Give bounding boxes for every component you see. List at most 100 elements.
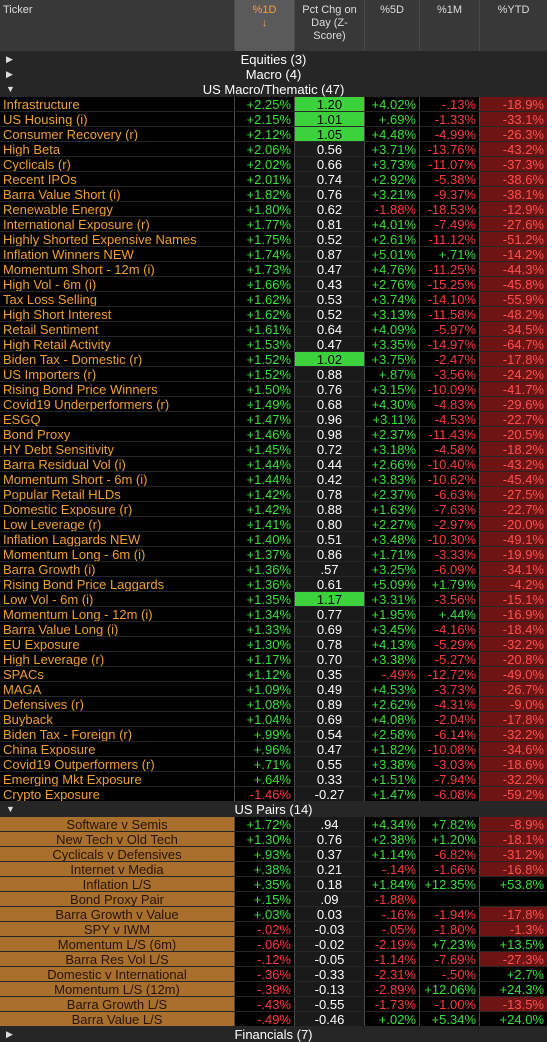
ticker-row[interactable]: EU Exposure +1.30% 0.78 +4.13% -5.29% -32.2% bbox=[0, 637, 547, 652]
ticker-row[interactable]: US Housing (i) +2.15% 1.01 +.69% -1.33% -33.1… bbox=[0, 112, 547, 127]
ticker-row[interactable]: Software v Semis +1.72% .94 +4.34% +7.82% -8.… bbox=[0, 817, 547, 832]
group-row[interactable]: ▶ Macro (4) bbox=[0, 67, 547, 82]
ticker-row[interactable]: Infrastructure +2.25% 1.20 +4.02% -.13% -18.9… bbox=[0, 97, 547, 112]
ticker: Domestic v International bbox=[0, 967, 235, 981]
ticker-row[interactable]: Recent IPOs +2.01% 0.74 +2.92% -5.38% -38.6% bbox=[0, 172, 547, 187]
pct-1d: +1.73% bbox=[235, 262, 295, 276]
ticker-row[interactable]: Rising Bond Price Laggards +1.36% 0.61 +5.0… bbox=[0, 577, 547, 592]
col-header[interactable]: %5D bbox=[365, 0, 420, 51]
pct-1m: -6.63% bbox=[420, 487, 480, 501]
ticker-row[interactable]: Renewable Energy +1.80% 0.62 -1.88% -18.53% -… bbox=[0, 202, 547, 217]
ticker-row[interactable]: HY Debt Sensitivity +1.45% 0.72 +3.18% -4.58… bbox=[0, 442, 547, 457]
ticker-row[interactable]: Cyclicals (r) +2.02% 0.66 +3.73% -11.07% -37.… bbox=[0, 157, 547, 172]
group-row[interactable]: ▼ US Macro/Thematic (47) bbox=[0, 82, 547, 97]
expand-toggle[interactable]: ▼ bbox=[6, 84, 15, 94]
ticker-row[interactable]: New Tech v Old Tech +1.30% 0.76 +2.38% +1.20… bbox=[0, 832, 547, 847]
ticker: Momentum Long - 6m (i) bbox=[0, 547, 235, 561]
pct-5d: +2.76% bbox=[365, 277, 420, 291]
expand-toggle[interactable]: ▶ bbox=[6, 54, 13, 64]
ticker-row[interactable]: Low Leverage (r) +1.41% 0.80 +2.27% -2.97% -2… bbox=[0, 517, 547, 532]
ticker-row[interactable]: Biden Tax - Foreign (r) +.99% 0.54 +2.58% -6… bbox=[0, 727, 547, 742]
ticker-row[interactable]: Crypto Exposure -1.46% -0.27 +1.47% -6.08% -5… bbox=[0, 787, 547, 802]
ticker-row[interactable]: Momentum Long - 6m (i) +1.37% 0.86 +1.71% -3… bbox=[0, 547, 547, 562]
ticker-row[interactable]: Tax Loss Selling +1.62% 0.53 +3.74% -14.10% -… bbox=[0, 292, 547, 307]
pct-5d: +3.15% bbox=[365, 382, 420, 396]
ticker-row[interactable]: Momentum Long - 12m (i) +1.34% 0.77 +1.95% +… bbox=[0, 607, 547, 622]
ticker-row[interactable]: Cyclicals v Defensives +.93% 0.37 +1.14% -6.… bbox=[0, 847, 547, 862]
ticker-row[interactable]: Barra Residual Vol (i) +1.44% 0.44 +2.66% -1… bbox=[0, 457, 547, 472]
ticker-row[interactable]: Buyback +1.04% 0.69 +4.08% -2.04% -17.8% bbox=[0, 712, 547, 727]
ticker-row[interactable]: Barra Value L/S -.49% -0.46 +.02% +5.34% +24.… bbox=[0, 1012, 547, 1027]
ticker-row[interactable]: Bond Proxy +1.46% 0.98 +2.37% -11.43% -20.5% bbox=[0, 427, 547, 442]
ticker-row[interactable]: MAGA +1.09% 0.49 +4.53% -3.73% -26.7% bbox=[0, 682, 547, 697]
z-score: 0.66 bbox=[295, 157, 365, 171]
ticker-row[interactable]: SPACs +1.12% 0.35 -.49% -12.72% -49.0% bbox=[0, 667, 547, 682]
col-header[interactable]: %1M bbox=[420, 0, 480, 51]
pct-5d: +3.21% bbox=[365, 187, 420, 201]
col-header[interactable]: %1D ↓ bbox=[235, 0, 295, 51]
pct-ytd: -27.5% bbox=[480, 487, 547, 501]
pct-5d: -1.88% bbox=[365, 202, 420, 216]
ticker-row[interactable]: Retail Sentiment +1.61% 0.64 +4.09% -5.97% -3… bbox=[0, 322, 547, 337]
col-header[interactable]: Pct Chg on Day (Z-Score) bbox=[295, 0, 365, 51]
group-row[interactable]: ▶ Equities (3) bbox=[0, 52, 547, 67]
ticker-row[interactable]: Momentum L/S (12m) -.39% -0.13 -2.89% +12.06… bbox=[0, 982, 547, 997]
ticker-row[interactable]: High Beta +2.06% 0.56 +3.71% -13.76% -43.2% bbox=[0, 142, 547, 157]
ticker-row[interactable]: High Vol - 6m (i) +1.66% 0.43 +2.76% -15.25%… bbox=[0, 277, 547, 292]
ticker-row[interactable]: Barra Value Short (i) +1.82% 0.76 +3.21% -9.… bbox=[0, 187, 547, 202]
pct-1d: +1.82% bbox=[235, 187, 295, 201]
ticker-row[interactable]: Biden Tax - Domestic (r) +1.52% 1.02 +3.75%… bbox=[0, 352, 547, 367]
expand-toggle[interactable]: ▶ bbox=[6, 1029, 13, 1039]
pct-1d: +1.12% bbox=[235, 667, 295, 681]
ticker-row[interactable]: Consumer Recovery (r) +2.12% 1.05 +4.48% -4.… bbox=[0, 127, 547, 142]
ticker-row[interactable]: Covid19 Outperformers (r) +.71% 0.55 +3.38%… bbox=[0, 757, 547, 772]
z-score: 0.18 bbox=[295, 877, 365, 891]
ticker-row[interactable]: Barra Growth v Value +.03% 0.03 -.16% -1.94%… bbox=[0, 907, 547, 922]
pct-ytd: -24.2% bbox=[480, 367, 547, 381]
ticker-row[interactable]: ESGQ +1.47% 0.96 +3.11% -4.53% -22.7% bbox=[0, 412, 547, 427]
pct-1m: -13.76% bbox=[420, 142, 480, 156]
ticker: Domestic Exposure (r) bbox=[0, 502, 235, 516]
ticker-row[interactable]: Domestic Exposure (r) +1.42% 0.88 +1.63% -7.… bbox=[0, 502, 547, 517]
ticker-row[interactable]: Momentum Short - 6m (i) +1.44% 0.42 +3.83% -… bbox=[0, 472, 547, 487]
z-score: 1.05 bbox=[295, 127, 365, 141]
expand-toggle[interactable]: ▼ bbox=[6, 804, 15, 814]
ticker-row[interactable]: Momentum Short - 12m (i) +1.73% 0.47 +4.76%… bbox=[0, 262, 547, 277]
ticker-row[interactable]: Highly Shorted Expensive Names +1.75% 0.52… bbox=[0, 232, 547, 247]
ticker-row[interactable]: High Retail Activity +1.53% 0.47 +3.35% -14.… bbox=[0, 337, 547, 352]
ticker-row[interactable]: Domestic v International -.36% -0.33 -2.31%… bbox=[0, 967, 547, 982]
ticker-row[interactable]: High Leverage (r) +1.17% 0.70 +3.38% -5.27% -… bbox=[0, 652, 547, 667]
ticker-row[interactable]: Rising Bond Price Winners +1.50% 0.76 +3.15… bbox=[0, 382, 547, 397]
col-header[interactable]: %YTD bbox=[497, 4, 530, 16]
pct-ytd: -26.7% bbox=[480, 682, 547, 696]
ticker-row[interactable]: Internet v Media +.38% 0.21 -.14% -1.66% -16.… bbox=[0, 862, 547, 877]
ticker-row[interactable]: China Exposure +.96% 0.47 +1.82% -10.08% -34.… bbox=[0, 742, 547, 757]
ticker-row[interactable]: Covid19 Underperformers (r) +1.49% 0.68 +4.… bbox=[0, 397, 547, 412]
ticker-row[interactable]: Barra Res Vol L/S -.12% -0.05 -1.14% -7.69% -… bbox=[0, 952, 547, 967]
ticker-row[interactable]: SPY v IWM -.02% -0.03 -.05% -1.80% -1.3% bbox=[0, 922, 547, 937]
expand-toggle[interactable]: ▶ bbox=[6, 69, 13, 79]
ticker-row[interactable]: High Short Interest +1.62% 0.52 +3.13% -11.5… bbox=[0, 307, 547, 322]
ticker-row[interactable]: Inflation L/S +.35% 0.18 +1.84% +12.35% +53.8… bbox=[0, 877, 547, 892]
pct-1d: +1.75% bbox=[235, 232, 295, 246]
ticker: New Tech v Old Tech bbox=[0, 832, 235, 846]
ticker-row[interactable]: Inflation Winners NEW +1.74% 0.87 +5.01% +.7… bbox=[0, 247, 547, 262]
ticker-row[interactable]: Inflation Laggards NEW +1.40% 0.51 +3.48% -1… bbox=[0, 532, 547, 547]
ticker-row[interactable]: Barra Growth L/S -.43% -0.55 -1.73% -1.00% -1… bbox=[0, 997, 547, 1012]
ticker-row[interactable]: Defensives (r) +1.08% 0.89 +2.62% -4.31% -9.0… bbox=[0, 697, 547, 712]
ticker-row[interactable]: Barra Value Long (i) +1.33% 0.69 +3.45% -4.1… bbox=[0, 622, 547, 637]
z-score: 0.43 bbox=[295, 277, 365, 291]
group-row[interactable]: ▼ US Pairs (14) bbox=[0, 802, 547, 817]
ticker-row[interactable]: Momentum L/S (6m) -.06% -0.02 -2.19% +7.23% +… bbox=[0, 937, 547, 952]
ticker-row[interactable]: Low Vol - 6m (i) +1.35% 1.17 +3.31% -3.56% -1… bbox=[0, 592, 547, 607]
pct-5d: +2.37% bbox=[365, 427, 420, 441]
ticker-row[interactable]: US Importers (r) +1.52% 0.88 +.87% -3.56% -24… bbox=[0, 367, 547, 382]
ticker-row[interactable]: International Exposure (r) +1.77% 0.81 +4.0… bbox=[0, 217, 547, 232]
ticker-row[interactable]: Popular Retail HLDs +1.42% 0.78 +2.37% -6.63… bbox=[0, 487, 547, 502]
ticker-row[interactable]: Bond Proxy Pair +.15% .09 -1.88% bbox=[0, 892, 547, 907]
pct-1d: +1.36% bbox=[235, 562, 295, 576]
pct-5d: +3.74% bbox=[365, 292, 420, 306]
pct-5d: +3.45% bbox=[365, 622, 420, 636]
ticker-row[interactable]: Emerging Mkt Exposure +.64% 0.33 +1.51% -7.9… bbox=[0, 772, 547, 787]
ticker-row[interactable]: Barra Growth (i) +1.36% .57 +3.25% -6.09% -34… bbox=[0, 562, 547, 577]
